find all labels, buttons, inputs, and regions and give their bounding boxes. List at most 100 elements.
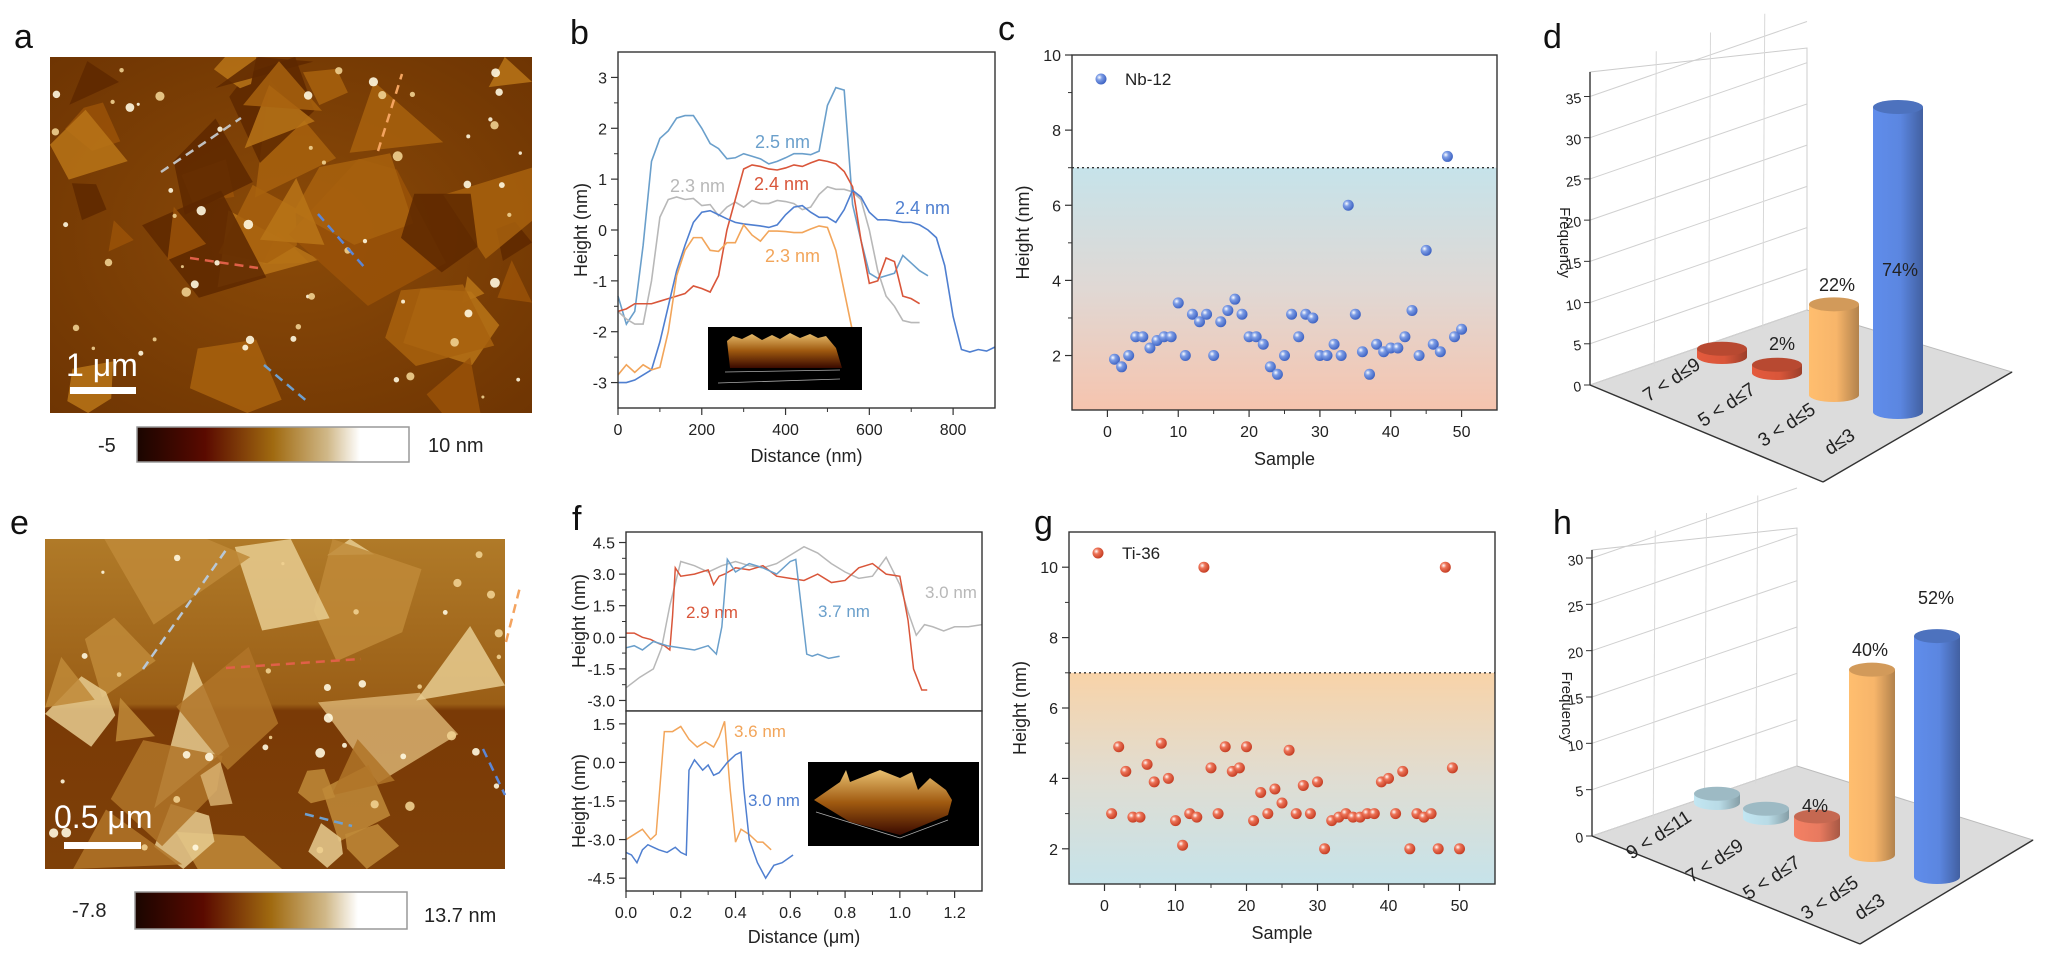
afm-particle	[498, 182, 505, 188]
y-axis-label-bottom: Height (nm)	[569, 754, 589, 848]
afm-flake	[293, 153, 414, 245]
data-point	[1170, 815, 1181, 827]
afm-flake	[385, 284, 495, 366]
afm-particle	[173, 554, 181, 562]
afm-particle	[281, 562, 285, 566]
afm-particle	[243, 219, 254, 230]
y-tick-label: 0.0	[593, 755, 615, 772]
data-point	[1148, 776, 1160, 788]
data-point	[1456, 323, 1468, 335]
series-line-orange	[617, 223, 854, 376]
y-tick-label: 1.5	[593, 599, 615, 616]
afm-particle	[182, 750, 191, 759]
afm-particle	[180, 265, 184, 269]
data-point	[1109, 353, 1120, 365]
threshold-band	[1069, 672, 1495, 884]
data-point	[1406, 304, 1418, 316]
x-axis-label: Sample	[1254, 449, 1315, 469]
afm-flake	[71, 183, 107, 221]
grid-line	[1762, 13, 1766, 329]
y-tick-label: 1	[598, 172, 607, 189]
series-annotation-blue: 2.4 nm	[895, 198, 950, 218]
y-tick-label: 20	[1565, 213, 1583, 231]
afm-particle	[488, 117, 493, 122]
data-point	[1191, 811, 1203, 823]
y-axis-label: Height (nm)	[1010, 661, 1030, 755]
grid-line	[1589, 62, 1808, 139]
afm-particle	[401, 299, 406, 304]
y-axis-label: Frequency	[1556, 207, 1573, 278]
panel-label-e: e	[10, 504, 29, 542]
afm-particle	[490, 277, 500, 288]
data-point	[1236, 308, 1248, 320]
bar-value-label: 40%	[1852, 640, 1888, 660]
afm-particle	[453, 578, 462, 588]
data-point	[1425, 808, 1437, 820]
data-point	[1427, 338, 1439, 350]
profile-line	[263, 364, 310, 404]
afm-particle	[60, 779, 65, 784]
scale-bar-e	[64, 842, 141, 849]
bar-cylinder	[1794, 809, 1840, 842]
x-axis-label: Distance (nm)	[750, 446, 862, 466]
bar-value-label: 4%	[1802, 796, 1828, 816]
colorbar-min-e: -7.8	[72, 900, 106, 922]
afm-profile-lines-a	[160, 73, 404, 404]
data-point	[1454, 843, 1465, 855]
legend-marker	[1095, 73, 1107, 85]
afm-particle	[518, 151, 522, 155]
afm-particle	[507, 212, 512, 218]
profile-line	[376, 73, 404, 152]
bar-body	[1914, 636, 1960, 884]
data-point	[1335, 350, 1347, 362]
y-tick-label: -4.5	[587, 871, 615, 888]
data-point	[1286, 308, 1298, 320]
grid-line	[1589, 185, 1808, 262]
x-tick-label: 30	[1311, 424, 1329, 441]
y-tick-label: 3	[598, 70, 607, 87]
series-line-blue	[618, 189, 996, 384]
afm-flake	[200, 761, 233, 806]
afm-flake	[176, 646, 279, 770]
series-annotation-red: 2.9 nm	[686, 603, 738, 622]
afm-particle	[308, 145, 313, 150]
series-line-red	[617, 158, 921, 313]
data-point	[1165, 331, 1177, 343]
bar-body	[1849, 669, 1895, 862]
afm-particle	[321, 160, 326, 165]
data-point	[1120, 765, 1132, 777]
data-point	[1307, 312, 1319, 324]
grid-line	[1591, 487, 1798, 559]
afm-particle	[104, 258, 113, 267]
data-point	[1269, 783, 1281, 795]
afm-particle	[406, 372, 415, 381]
series-line-gray	[625, 545, 983, 689]
afm-particle	[491, 68, 501, 78]
y-tick-label: 4.5	[593, 536, 615, 553]
afm-flake	[303, 68, 348, 106]
afm-particle	[181, 287, 191, 297]
afm-flake	[50, 109, 128, 180]
y-tick-label: 10	[1567, 736, 1585, 754]
x-tick-label: 0.6	[779, 905, 801, 922]
afm-flake	[104, 539, 251, 625]
y-tick-label: 5	[1572, 337, 1582, 354]
bar-value-label: 52%	[1918, 588, 1954, 608]
afm-particle	[481, 395, 485, 399]
afm-flake	[416, 626, 505, 701]
afm-particle	[190, 280, 199, 289]
x-tick-label: 30	[1309, 898, 1327, 915]
afm-particle	[63, 222, 69, 228]
x-tick-label: 0.2	[670, 905, 692, 922]
x-tick-label: 0.0	[615, 905, 637, 922]
afm-flake	[308, 823, 343, 868]
panel-label-c: c	[998, 10, 1015, 48]
afm-particle	[393, 377, 400, 383]
y-tick-label: 5	[1574, 783, 1584, 800]
x-tick-label: 0	[614, 422, 623, 439]
data-point	[1439, 561, 1451, 573]
afm-flake	[243, 61, 322, 111]
afm-image-e: 0.5 μm	[45, 539, 522, 869]
legend-label: Nb-12	[1125, 70, 1171, 89]
bar-body	[1809, 304, 1859, 402]
